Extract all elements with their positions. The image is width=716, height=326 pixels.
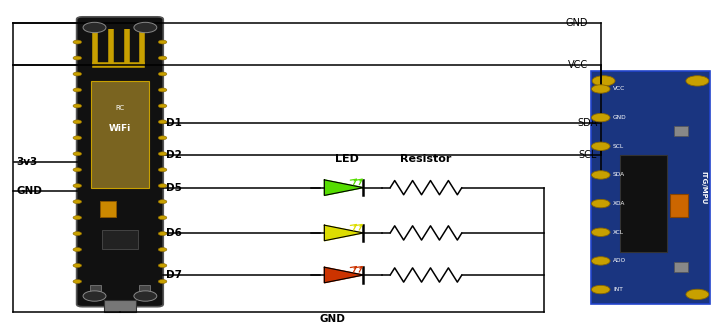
Bar <box>102 230 138 249</box>
Circle shape <box>686 289 709 300</box>
Text: GND: GND <box>613 115 626 120</box>
Circle shape <box>591 171 610 179</box>
Circle shape <box>158 200 167 204</box>
Bar <box>100 200 116 217</box>
Circle shape <box>158 56 167 60</box>
Circle shape <box>73 40 82 44</box>
Text: 3v3: 3v3 <box>16 157 38 167</box>
Bar <box>591 71 710 304</box>
FancyBboxPatch shape <box>77 17 163 307</box>
Circle shape <box>158 248 167 251</box>
Circle shape <box>591 142 610 151</box>
Text: LED: LED <box>335 154 359 164</box>
Circle shape <box>592 76 615 86</box>
Polygon shape <box>324 267 363 283</box>
Circle shape <box>73 72 82 76</box>
Circle shape <box>591 257 610 265</box>
Text: ADO: ADO <box>613 259 626 263</box>
Text: D2: D2 <box>166 150 182 160</box>
Circle shape <box>83 22 106 33</box>
Bar <box>674 262 688 272</box>
Text: GND: GND <box>16 186 42 196</box>
Text: GND: GND <box>319 314 345 324</box>
Bar <box>105 300 136 312</box>
Circle shape <box>73 216 82 220</box>
Circle shape <box>158 184 167 188</box>
Text: GND: GND <box>566 18 588 28</box>
Circle shape <box>73 88 82 92</box>
Circle shape <box>158 279 167 283</box>
Text: INT: INT <box>613 287 623 292</box>
Circle shape <box>83 291 106 301</box>
Circle shape <box>73 136 82 140</box>
Text: SDA: SDA <box>613 172 625 177</box>
Text: D5: D5 <box>166 183 182 193</box>
Text: D1: D1 <box>166 118 182 128</box>
Bar <box>90 285 101 291</box>
Circle shape <box>591 200 610 208</box>
Circle shape <box>73 184 82 188</box>
Circle shape <box>158 216 167 220</box>
Text: D7: D7 <box>166 270 182 280</box>
Bar <box>674 126 688 136</box>
Bar <box>670 194 688 217</box>
Circle shape <box>158 168 167 172</box>
Bar <box>91 81 149 188</box>
Circle shape <box>73 232 82 235</box>
Circle shape <box>158 232 167 235</box>
Circle shape <box>73 248 82 251</box>
Circle shape <box>158 88 167 92</box>
Text: WiFi: WiFi <box>109 125 131 133</box>
Circle shape <box>73 104 82 108</box>
Circle shape <box>158 120 167 124</box>
Text: RC: RC <box>115 105 125 111</box>
Circle shape <box>591 85 610 93</box>
Text: Resistor: Resistor <box>400 154 452 164</box>
Circle shape <box>73 120 82 124</box>
Text: VCC: VCC <box>613 86 625 92</box>
Circle shape <box>158 263 167 267</box>
Bar <box>139 285 150 291</box>
Circle shape <box>686 76 709 86</box>
Circle shape <box>73 200 82 204</box>
Circle shape <box>158 152 167 156</box>
Text: SCL: SCL <box>579 150 597 160</box>
Polygon shape <box>324 225 363 241</box>
Text: D6: D6 <box>166 228 182 238</box>
Text: XDA: XDA <box>613 201 625 206</box>
Circle shape <box>591 113 610 122</box>
Bar <box>620 155 667 252</box>
Text: XCL: XCL <box>613 230 624 235</box>
Text: SDA: SDA <box>577 118 597 128</box>
Circle shape <box>134 22 157 33</box>
Circle shape <box>73 279 82 283</box>
Circle shape <box>158 72 167 76</box>
Circle shape <box>591 228 610 236</box>
Circle shape <box>73 263 82 267</box>
Text: VCC: VCC <box>568 60 588 70</box>
Circle shape <box>591 285 610 294</box>
Text: ITG/MPU: ITG/MPU <box>700 171 706 204</box>
Circle shape <box>73 168 82 172</box>
Circle shape <box>73 152 82 156</box>
Circle shape <box>158 136 167 140</box>
Text: SCL: SCL <box>613 144 624 149</box>
Circle shape <box>134 291 157 301</box>
Polygon shape <box>324 180 363 195</box>
Circle shape <box>158 104 167 108</box>
Circle shape <box>73 56 82 60</box>
Circle shape <box>158 40 167 44</box>
